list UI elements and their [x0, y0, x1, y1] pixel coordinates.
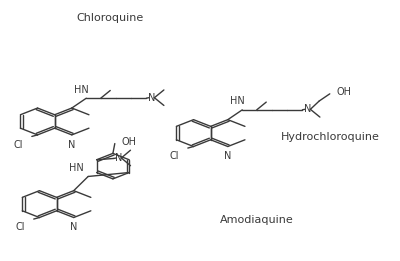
Text: N: N: [68, 140, 76, 150]
Text: N: N: [224, 151, 232, 161]
Text: N: N: [148, 93, 155, 103]
Text: HN: HN: [69, 163, 84, 173]
Text: Cl: Cl: [170, 151, 179, 161]
Text: N: N: [115, 153, 123, 163]
Text: N: N: [304, 104, 312, 114]
Text: HN: HN: [230, 96, 245, 106]
Text: Chloroquine: Chloroquine: [76, 13, 144, 23]
Text: OH: OH: [122, 137, 137, 147]
Text: Amodiaquine: Amodiaquine: [220, 215, 294, 224]
Text: Cl: Cl: [14, 140, 23, 150]
Text: N: N: [70, 222, 77, 232]
Text: Hydrochloroquine: Hydrochloroquine: [281, 132, 380, 142]
Text: OH: OH: [337, 87, 352, 97]
Text: HN: HN: [74, 85, 89, 94]
Text: Cl: Cl: [16, 222, 25, 232]
